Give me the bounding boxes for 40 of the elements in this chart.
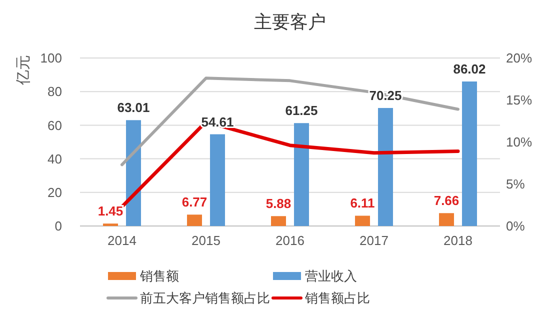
bar bbox=[126, 120, 141, 226]
x-tick-label: 2017 bbox=[360, 233, 388, 248]
data-label: 86.02 bbox=[453, 61, 486, 76]
y2-tick-label: 20% bbox=[506, 50, 532, 66]
data-label: 6.11 bbox=[350, 196, 375, 211]
legend-label: 销售额占比 bbox=[304, 290, 370, 306]
data-label: 7.66 bbox=[434, 193, 460, 208]
y-tick-label: 40 bbox=[48, 151, 62, 166]
data-label: 5.88 bbox=[266, 196, 292, 212]
data-label: 63.01 bbox=[117, 100, 150, 116]
y2-tick-label: 10% bbox=[506, 134, 532, 150]
legend-label: 营业收入 bbox=[305, 268, 357, 284]
data-label: 1.45 bbox=[98, 204, 124, 219]
x-tick-label: 2014 bbox=[108, 233, 136, 248]
y-tick-label: 0 bbox=[54, 218, 62, 234]
legend-label: 销售额 bbox=[139, 268, 179, 284]
x-tick-label: 2018 bbox=[444, 233, 472, 248]
y2-tick-label: 15% bbox=[506, 92, 532, 108]
data-label: 6.77 bbox=[182, 194, 208, 210]
data-label: 61.25 bbox=[285, 103, 318, 118]
data-label: 70.25 bbox=[369, 88, 402, 103]
bar bbox=[462, 81, 477, 226]
y-axis-title: 亿元 bbox=[15, 55, 32, 86]
bar bbox=[439, 213, 454, 226]
x-tick-label: 2016 bbox=[276, 233, 304, 248]
y-tick-label: 20 bbox=[48, 184, 62, 200]
x-tick-label: 2015 bbox=[192, 233, 220, 248]
y2-tick-label: 0% bbox=[506, 218, 526, 234]
bar bbox=[210, 134, 225, 226]
bar bbox=[355, 216, 370, 226]
y-tick-label: 60 bbox=[48, 118, 62, 133]
bar bbox=[294, 123, 309, 226]
bar bbox=[271, 216, 286, 226]
bar bbox=[187, 214, 202, 226]
y2-tick-label: 5% bbox=[506, 176, 526, 192]
bar bbox=[378, 108, 393, 226]
chart-title: 主要客户 bbox=[254, 12, 326, 32]
y-tick-label: 80 bbox=[48, 84, 62, 100]
legend-label: 前五大客户销售额占比 bbox=[140, 290, 270, 306]
y-tick-label: 100 bbox=[40, 50, 62, 66]
